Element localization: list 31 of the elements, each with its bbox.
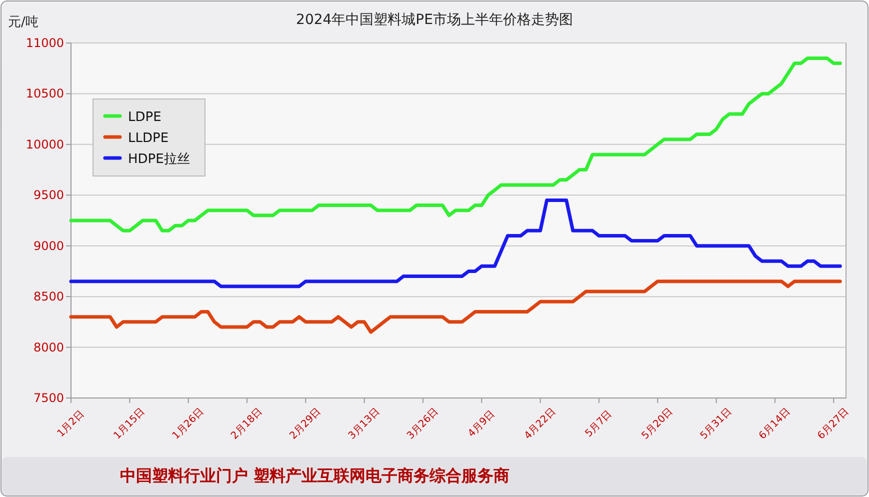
y-axis-title: 元/吨 <box>8 15 38 30</box>
x-tick-label: 4月9日 <box>466 408 498 440</box>
x-tick-label: 2月29日 <box>288 406 324 442</box>
legend-label: HDPE拉丝 <box>128 152 190 167</box>
x-tick-label: 2月18日 <box>229 406 265 442</box>
y-tick-label: 8000 <box>33 340 64 354</box>
x-tick-label: 6月14日 <box>757 406 793 442</box>
x-tick-label: 5月20日 <box>640 406 676 442</box>
chart-title: 2024年中国塑料城PE市场上半年价格走势图 <box>296 12 573 28</box>
x-tick-label: 4月22日 <box>522 406 558 442</box>
x-tick-label: 3月13日 <box>346 406 382 442</box>
x-tick-label: 5月7日 <box>584 408 614 440</box>
text: 中国塑料行业门户 塑料产业互联网电子商务综合服务商 <box>120 466 510 485</box>
y-tick-label: 7500 <box>33 391 64 405</box>
x-tick-label: 1月2日 <box>56 408 86 440</box>
legend-label: LDPE <box>128 110 162 125</box>
line-series <box>69 198 842 288</box>
y-tick-label: 11000 <box>26 36 64 50</box>
x-tick-label: 6月27日 <box>816 406 852 442</box>
x-tick-label: 5月31日 <box>698 406 734 442</box>
y-tick-label: 8500 <box>33 290 64 304</box>
x-tick-label: 1月26日 <box>170 406 206 442</box>
y-tick-label: 10000 <box>26 137 64 152</box>
y-tick-label: 9500 <box>33 188 64 202</box>
line-series <box>69 280 842 334</box>
legend-label: LLDPE <box>128 131 169 146</box>
x-tick-label: 1月15日 <box>112 406 148 442</box>
x-tick-label: 3月26日 <box>405 406 441 442</box>
line-series <box>69 56 842 232</box>
y-tick-label: 9000 <box>33 238 64 253</box>
y-tick-label: 10500 <box>26 86 64 101</box>
